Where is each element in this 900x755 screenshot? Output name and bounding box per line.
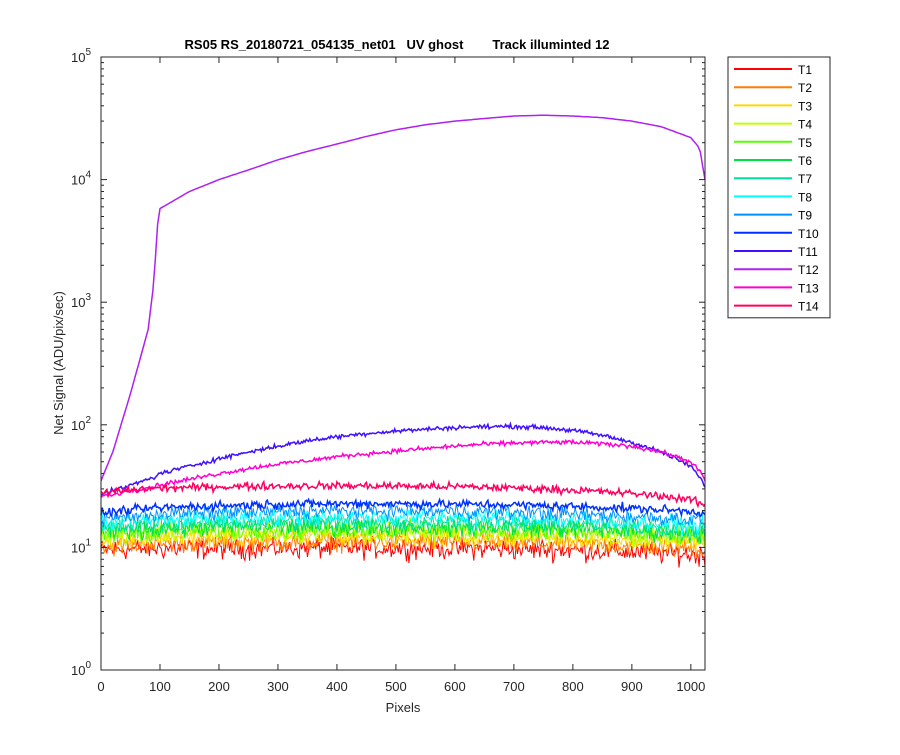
legend-label-t10: T10 [798,227,819,241]
series-line-t14 [100,479,706,509]
y-tick-label: 102 [71,415,91,433]
x-tick-label: 300 [267,679,289,694]
series-line-t2 [100,529,706,559]
legend-label-t1: T1 [798,63,812,77]
y-tick-exponent: 0 [85,660,91,671]
y-tick-exponent: 4 [85,170,91,181]
x-tick-label: 600 [444,679,466,694]
y-tick-label: 100 [71,660,91,678]
y-tick-base: 10 [71,295,85,310]
x-axis-label: Pixels [386,700,421,715]
legend-label-t4: T4 [798,118,812,132]
y-axis-label: Net Signal (ADU/pix/sec) [51,291,66,435]
legend: T1 T2 T3 T4 T5 T6 T7 T8 T9 T10 T11 T12 T13 T14 [727,56,831,319]
y-tick-label: 104 [71,170,91,188]
y-tick-base: 10 [71,173,85,188]
legend-label-t11: T11 [798,245,818,259]
x-tick-label: 400 [326,679,348,694]
y-tick-exponent: 5 [85,47,91,58]
legend-label-t5: T5 [798,136,812,150]
legend-label-t8: T8 [798,190,812,204]
series-line-t7 [100,510,706,538]
series-line-t11 [100,421,706,498]
x-tick-label: 100 [149,679,171,694]
series-line-t10 [100,497,706,519]
x-tick-label: 800 [562,679,584,694]
series-layer [100,114,706,568]
series-line-t9 [100,501,706,528]
plot-frame [100,56,706,671]
x-axis-ticks: 0 100 200 300 400 500 600 700 800 900 1000 [97,57,705,694]
y-tick-base: 10 [71,540,85,555]
legend-box [727,56,831,319]
y-tick-base: 10 [71,50,85,65]
legend-label-t12: T12 [798,263,819,277]
y-tick-exponent: 3 [85,292,91,303]
x-tick-label: 0 [97,679,104,694]
legend-label-t6: T6 [798,154,812,168]
legend-label-t13: T13 [798,281,819,295]
x-tick-label: 900 [621,679,643,694]
legend-label-t3: T3 [798,99,812,113]
x-tick-label: 700 [503,679,525,694]
series-line-t13 [100,438,706,498]
y-tick-exponent: 2 [85,415,91,426]
x-tick-label: 200 [208,679,230,694]
legend-label-t9: T9 [798,209,812,223]
y-tick-exponent: 1 [85,537,91,548]
y-tick-label: 105 [71,47,91,65]
y-tick-base: 10 [71,663,85,678]
legend-label-t2: T2 [798,81,812,95]
y-tick-label: 101 [71,537,91,555]
legend-label-t7: T7 [798,172,812,186]
legend-label-t14: T14 [798,300,819,314]
y-tick-label: 103 [71,292,91,310]
x-tick-label: 1000 [676,679,705,694]
y-tick-base: 10 [71,418,85,433]
series-line-t12 [100,114,706,481]
x-tick-label: 500 [385,679,407,694]
chart-title: RS05 RS_20180721_054135_net01 UV ghost T… [185,37,610,52]
